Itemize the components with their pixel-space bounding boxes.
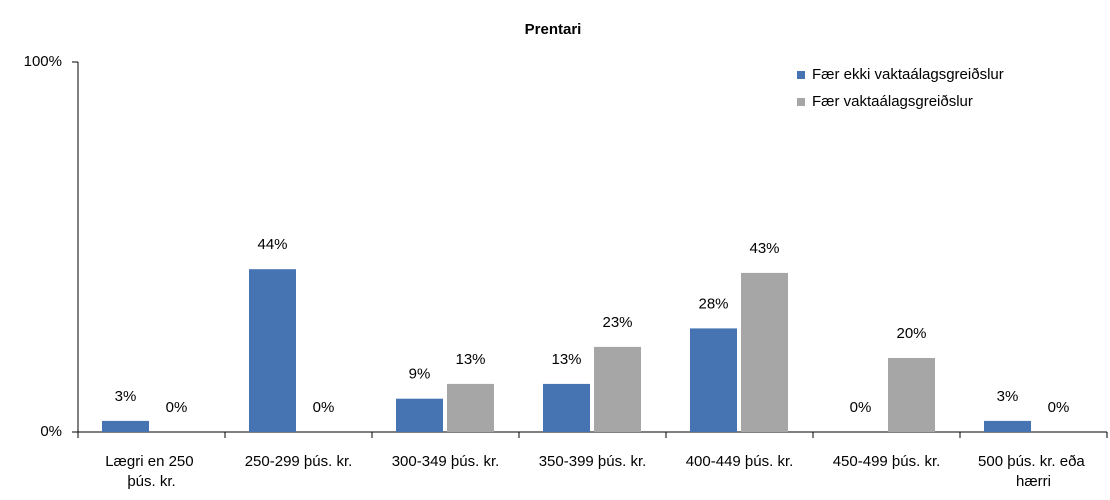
legend-swatch — [797, 98, 805, 106]
bar — [447, 383, 494, 432]
data-label: 43% — [749, 240, 779, 257]
data-label: 0% — [313, 399, 335, 416]
data-label: 13% — [455, 351, 485, 368]
legend-label: Fær ekki vaktaálagsgreiðslur — [812, 66, 1004, 83]
x-tick-label: 450-499 þús. kr. — [833, 453, 941, 470]
legend-label: Fær vaktaálagsgreiðslur — [812, 93, 973, 110]
x-tick-label: 300-349 þús. kr. — [392, 453, 500, 470]
data-label: 44% — [257, 236, 287, 253]
chart-title: Prentari — [525, 21, 582, 38]
y-tick-label: 0% — [40, 423, 62, 440]
bar — [102, 420, 149, 432]
x-tick-label: Lægri en 250 þús. kr. — [105, 453, 198, 490]
x-tick-label: 400-449 þús. kr. — [686, 453, 794, 470]
data-label: 3% — [115, 388, 137, 405]
bar — [249, 269, 296, 432]
x-tick-label: 500 þús. kr. eða hærri — [978, 453, 1089, 490]
x-tick-label: 250-299 þús. kr. — [245, 453, 353, 470]
bar — [984, 420, 1031, 432]
data-label: 0% — [166, 399, 188, 416]
y-tick-label: 100% — [24, 53, 62, 70]
data-label: 28% — [698, 295, 728, 312]
data-label: 0% — [850, 399, 872, 416]
data-label: 3% — [997, 388, 1019, 405]
data-label: 20% — [896, 325, 926, 342]
bar — [594, 346, 641, 432]
data-label: 9% — [409, 366, 431, 383]
bar — [888, 358, 935, 432]
data-label: 0% — [1048, 399, 1070, 416]
x-tick-label: 350-399 þús. kr. — [539, 453, 647, 470]
bar — [396, 398, 443, 432]
bar — [690, 328, 737, 432]
data-label: 23% — [602, 314, 632, 331]
bar — [543, 383, 590, 432]
data-label: 13% — [551, 351, 581, 368]
legend-swatch — [797, 71, 805, 79]
bar — [741, 272, 788, 432]
